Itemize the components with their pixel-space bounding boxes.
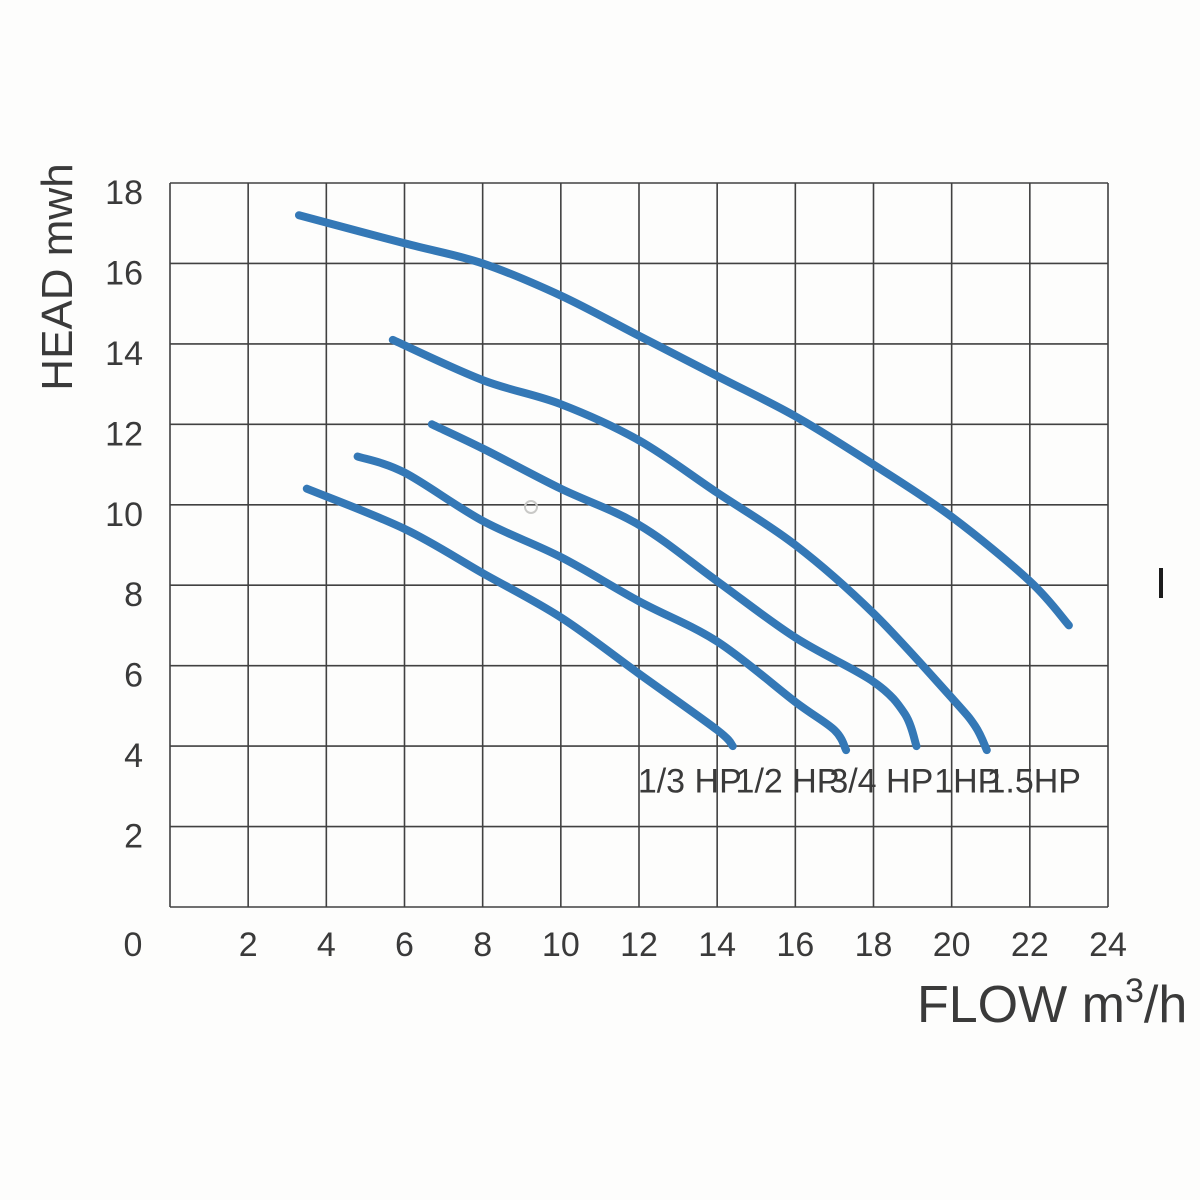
x-tick-label-22: 22 [1011, 926, 1049, 964]
curve-label-3-4-hp: 3/4 HP [829, 762, 933, 800]
x-tick-label-12: 12 [620, 926, 658, 964]
curve-1-3-hp [302, 484, 737, 751]
x-tick-label-10: 10 [542, 926, 580, 964]
y-tick-label-16: 16 [105, 254, 143, 292]
y-tick-label-2: 2 [124, 818, 143, 856]
x-tick-label-16: 16 [776, 926, 814, 964]
x-tick-label-20: 20 [933, 926, 971, 964]
curve-label-1-3-hp: 1/3 HP [638, 762, 742, 800]
y-tick-label-4: 4 [124, 737, 143, 775]
y-tick-label-8: 8 [124, 576, 143, 614]
x-tick-label-24: 24 [1089, 926, 1127, 964]
y-tick-labels: 2 4 6 8 10 12 14 16 18 [105, 174, 143, 856]
curve-1-2-hp [353, 452, 851, 755]
curve-label-1-2-hp: 1/2 HP [736, 762, 840, 800]
y-tick-label-6: 6 [124, 657, 143, 695]
grid [169, 182, 1109, 908]
x-tick-label-14: 14 [698, 926, 736, 964]
x-tick-label-18: 18 [855, 926, 893, 964]
x-tick-label-4: 4 [317, 926, 336, 964]
curve-1.5hp [295, 211, 1073, 630]
curve-3-4-hp [427, 420, 921, 751]
x-tick-label-6: 6 [395, 926, 414, 964]
curve-1hp [388, 335, 991, 755]
pump-curves [295, 211, 1073, 755]
x-tick-labels: 0 2 4 6 8 10 12 14 16 18 20 22 24 [124, 926, 1127, 964]
y-axis-title: HEAD mwh [33, 163, 82, 390]
x-tick-label-8: 8 [473, 926, 492, 964]
y-tick-label-12: 12 [105, 415, 143, 453]
right-edge-mark-artifact [1159, 568, 1163, 598]
x-axis-title: FLOW m3/h [917, 972, 1187, 1034]
stray-dot-artifact [524, 500, 538, 514]
curve-label-1hp: 1HP [934, 762, 1000, 800]
y-tick-label-14: 14 [105, 335, 143, 373]
origin-tick-label: 0 [124, 926, 143, 964]
y-tick-label-10: 10 [105, 496, 143, 534]
curve-label-1.5hp: 1.5HP [986, 762, 1081, 800]
y-tick-label-18: 18 [105, 174, 143, 212]
x-tick-label-2: 2 [239, 926, 258, 964]
